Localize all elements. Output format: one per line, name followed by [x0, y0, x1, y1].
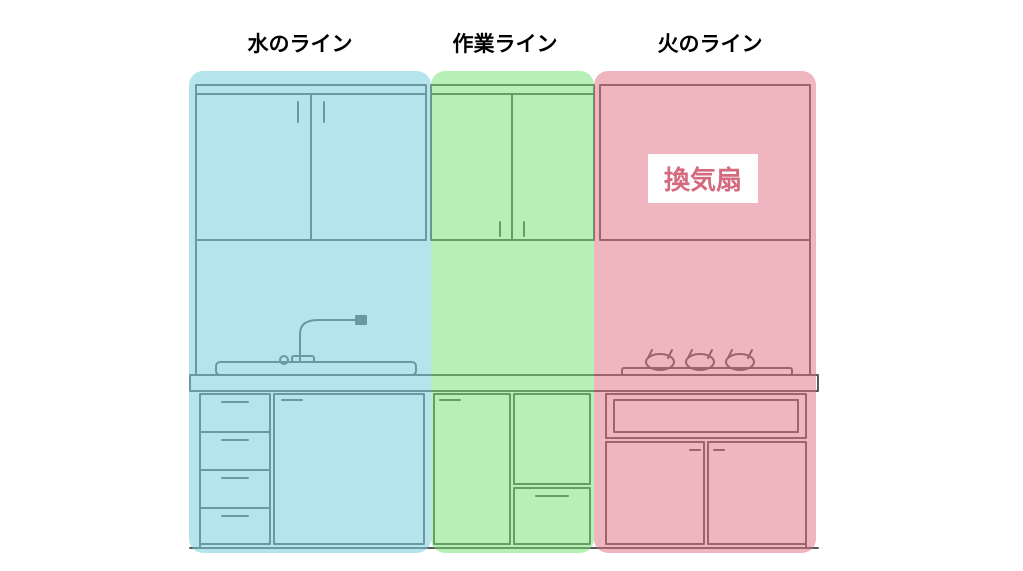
diagram-canvas: 水のライン 作業ライン 火のライン 換気扇 [0, 0, 1023, 571]
zone-label-fire: 火のライン [658, 28, 763, 58]
zone-overlay-fire [594, 71, 816, 553]
ventilation-fan-label: 換気扇 [648, 154, 758, 203]
zone-overlay-water [189, 71, 431, 553]
zone-label-work: 作業ライン [453, 28, 558, 58]
zone-label-water: 水のライン [248, 28, 353, 58]
zone-overlay-work [431, 71, 594, 553]
